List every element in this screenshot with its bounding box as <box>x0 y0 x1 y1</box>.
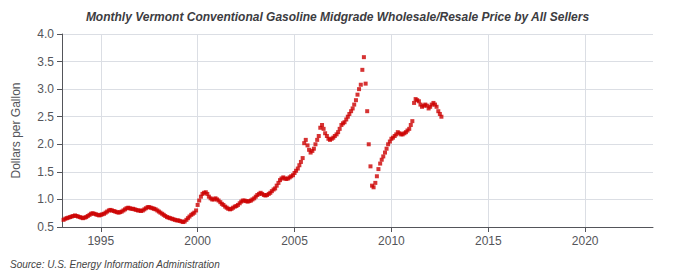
svg-text:3.0: 3.0 <box>37 82 54 96</box>
svg-text:2.5: 2.5 <box>37 110 54 124</box>
svg-text:Dollars per Gallon: Dollars per Gallon <box>9 82 23 178</box>
svg-text:2010: 2010 <box>378 234 405 248</box>
svg-text:2000: 2000 <box>184 234 211 248</box>
svg-text:2015: 2015 <box>475 234 502 248</box>
svg-text:1995: 1995 <box>87 234 114 248</box>
svg-text:4.0: 4.0 <box>37 27 54 41</box>
svg-text:1.5: 1.5 <box>37 165 54 179</box>
svg-text:3.5: 3.5 <box>37 55 54 69</box>
svg-text:Monthly Vermont Conventional G: Monthly Vermont Conventional Gasoline Mi… <box>86 10 590 24</box>
svg-text:2.0: 2.0 <box>37 137 54 151</box>
svg-text:0.5: 0.5 <box>37 220 54 234</box>
svg-text:2005: 2005 <box>281 234 308 248</box>
svg-text:2020: 2020 <box>572 234 599 248</box>
svg-text:1.0: 1.0 <box>37 192 54 206</box>
svg-text:Source: U.S. Energy Informatio: Source: U.S. Energy Information Administ… <box>10 259 220 270</box>
